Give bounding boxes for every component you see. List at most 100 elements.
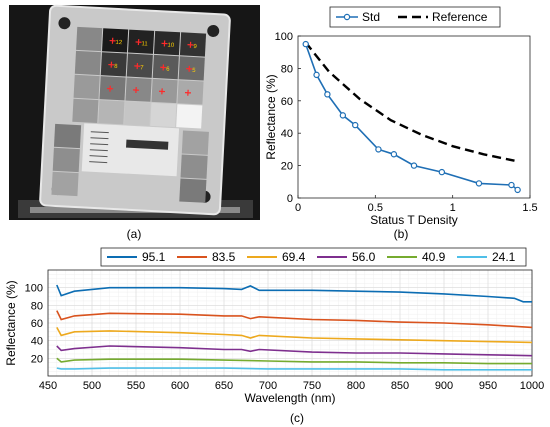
series-line-24-1 bbox=[56, 367, 532, 371]
data-point-std bbox=[313, 71, 320, 79]
patch-crosshair bbox=[158, 88, 166, 95]
x-tick-label: 700 bbox=[259, 380, 277, 392]
patch-crosshair bbox=[187, 41, 194, 48]
data-point-std bbox=[339, 112, 347, 119]
x-axis-label: Status T Density bbox=[370, 213, 458, 227]
x-tick-label: 750 bbox=[303, 380, 321, 392]
gray-patch bbox=[53, 123, 82, 149]
gray-patch bbox=[180, 154, 208, 179]
panel-b-label: (b) bbox=[394, 227, 409, 241]
card-hole-top-left bbox=[58, 17, 71, 30]
y-axis-label: Reflectance (%) bbox=[4, 280, 18, 365]
gray-patch bbox=[52, 147, 80, 173]
gray-patch bbox=[176, 104, 203, 129]
x-tick-label: 0.5 bbox=[368, 202, 383, 214]
gray-patch bbox=[150, 102, 177, 128]
gray-patch bbox=[124, 101, 151, 126]
x-tick-label: 600 bbox=[171, 380, 189, 392]
patch-crosshair bbox=[134, 63, 141, 70]
legend-label-reference: Reference bbox=[432, 10, 488, 24]
legend-label: 95.1 bbox=[142, 250, 166, 264]
y-tick-label: 100 bbox=[25, 283, 43, 295]
label-plate-block bbox=[126, 139, 169, 150]
x-tick-label: 550 bbox=[127, 380, 145, 392]
gray-patch bbox=[76, 26, 103, 52]
patch-crosshair bbox=[161, 40, 168, 47]
plot-area-b bbox=[297, 35, 531, 199]
plot-frame-c bbox=[47, 269, 533, 377]
y-tick-label: 20 bbox=[281, 161, 293, 173]
x-tick-label: 800 bbox=[347, 380, 365, 392]
patch-number: 5 bbox=[192, 68, 196, 74]
patch-markers: 12 11 10 9 8 7 6 5 bbox=[107, 37, 198, 96]
y-axis-label: Reflectance (%) bbox=[264, 74, 278, 159]
x-tick-label: 450 bbox=[39, 380, 57, 392]
legend-label: 24.1 bbox=[492, 250, 516, 264]
photo-panel: 12 11 10 9 8 7 6 5 bbox=[9, 4, 260, 220]
x-tick-label: 1000 bbox=[520, 380, 544, 392]
patch-number: 8 bbox=[114, 64, 118, 70]
data-point-std bbox=[375, 146, 382, 153]
patch-crosshair bbox=[184, 89, 192, 96]
data-point-std bbox=[508, 181, 515, 189]
series-line-56-0 bbox=[56, 345, 533, 357]
x-tick-label: 650 bbox=[215, 380, 233, 392]
patch-crosshair bbox=[108, 61, 115, 68]
series-line-83-5 bbox=[56, 310, 533, 329]
legend-marker-std bbox=[343, 13, 351, 21]
patch-number: 9 bbox=[193, 44, 197, 50]
patch-crosshair bbox=[186, 65, 193, 72]
panel-a-label: (a) bbox=[127, 227, 142, 241]
label-plate-bars bbox=[89, 131, 109, 164]
legend-label: 56.0 bbox=[352, 250, 376, 264]
data-point-std bbox=[410, 162, 418, 169]
gray-patch bbox=[72, 98, 99, 124]
y-tick-label: 60 bbox=[281, 96, 293, 108]
y-tick-label: 0 bbox=[287, 193, 293, 205]
patch-number: 7 bbox=[140, 65, 144, 71]
series-line-69-4 bbox=[56, 327, 533, 344]
x-tick-label: 1 bbox=[450, 202, 456, 214]
card-hole-top-right bbox=[207, 24, 220, 37]
y-tick-label: 40 bbox=[31, 336, 43, 348]
gray-patch bbox=[181, 130, 209, 155]
legend-label: 83.5 bbox=[212, 250, 236, 264]
patch-crosshair bbox=[107, 85, 114, 92]
patch-number: 10 bbox=[167, 43, 175, 49]
data-point-std bbox=[438, 168, 446, 176]
series-line-40-9 bbox=[56, 357, 532, 365]
chart-c: 450 500 550 600 650 700 750 800 850 900 950 1000 20 4… bbox=[4, 247, 544, 405]
chart-b: 0 0.5 1 1.5 0 20 40 60 80 100 Status T Density Refl… bbox=[264, 6, 538, 227]
y-tick-label: 80 bbox=[31, 300, 43, 312]
gray-patch bbox=[51, 171, 79, 197]
legend-b: Std Reference bbox=[329, 6, 501, 28]
patch-crosshair bbox=[135, 39, 142, 46]
patch-number: 6 bbox=[166, 67, 170, 73]
x-tick-label: 900 bbox=[435, 380, 453, 392]
data-point-std bbox=[302, 40, 309, 48]
legend-label: 69.4 bbox=[282, 250, 306, 264]
panel-c-label: (c) bbox=[290, 411, 304, 425]
data-point-std bbox=[352, 121, 359, 129]
patch-number: 11 bbox=[141, 41, 148, 47]
patch-crosshair bbox=[133, 87, 140, 94]
legend-label-std: Std bbox=[362, 10, 380, 24]
data-point-std bbox=[475, 180, 483, 187]
gray-patch-grid bbox=[51, 26, 209, 203]
x-tick-label: 0 bbox=[295, 202, 301, 214]
gray-patch bbox=[73, 74, 100, 100]
gray-patch bbox=[179, 178, 207, 203]
patch-crosshair bbox=[160, 64, 167, 71]
x-tick-label: 950 bbox=[479, 380, 497, 392]
x-axis-label: Wavelength (nm) bbox=[245, 391, 336, 405]
data-point-std bbox=[390, 151, 398, 158]
y-tick-label: 20 bbox=[31, 353, 43, 365]
series-line-reference bbox=[304, 41, 515, 162]
patch-crosshair bbox=[109, 37, 116, 44]
gray-patch bbox=[98, 100, 125, 125]
y-tick-label: 40 bbox=[281, 128, 293, 140]
x-tick-label: 1.5 bbox=[522, 202, 537, 214]
gray-patch bbox=[74, 50, 101, 76]
series-line-95-1 bbox=[56, 284, 532, 303]
